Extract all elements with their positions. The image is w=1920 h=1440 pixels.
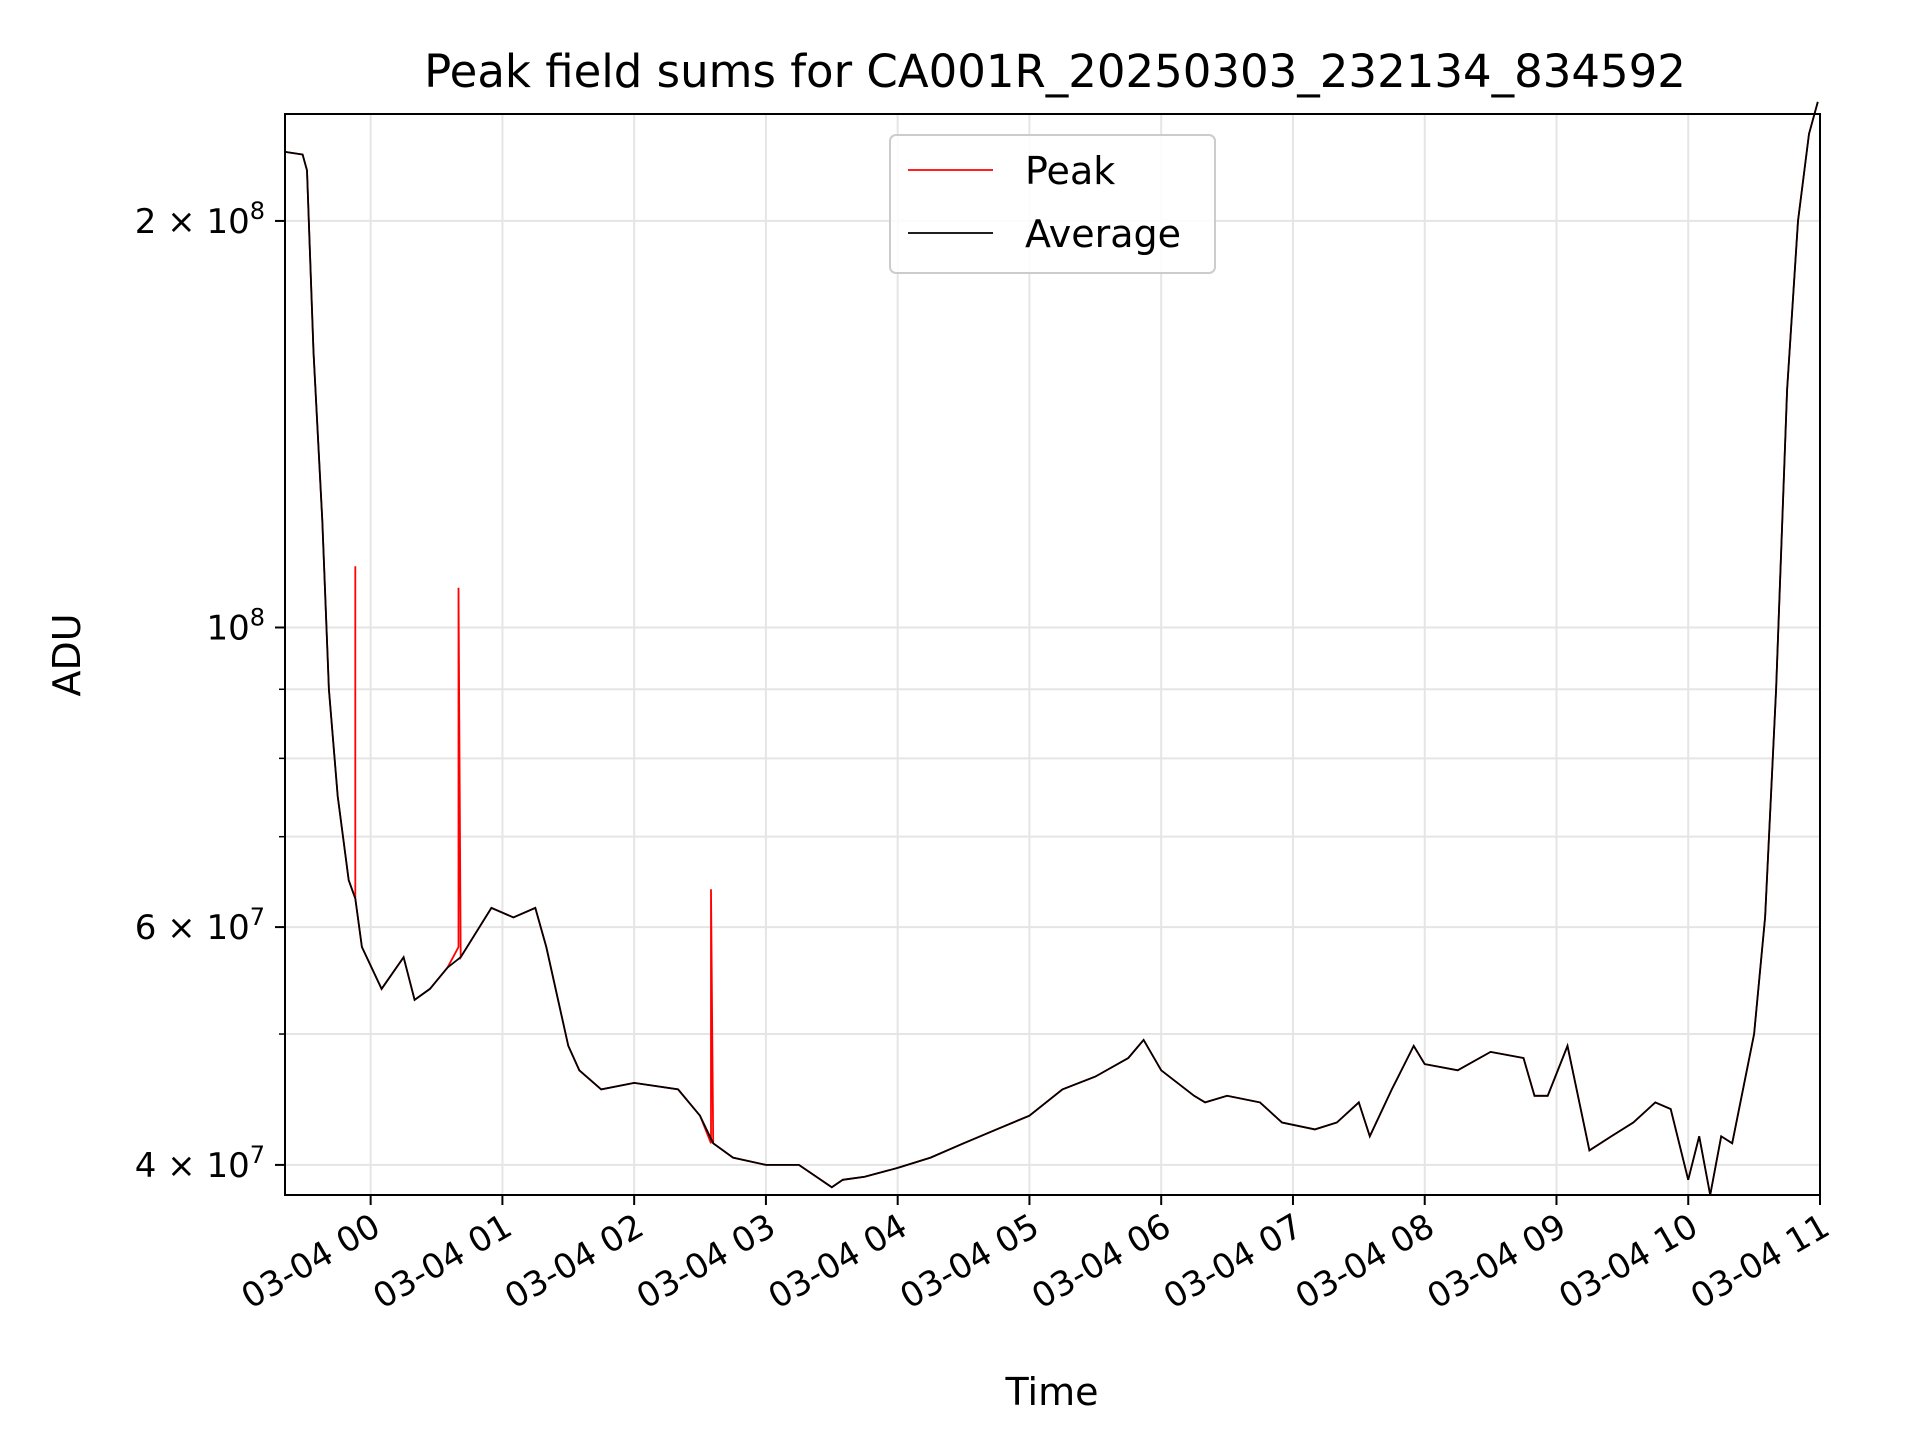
chart-title: Peak field sums for CA001R_20250303_2321… bbox=[424, 45, 1686, 98]
average-series-line bbox=[284, 101, 1819, 1196]
y-axis-label: ADU bbox=[45, 613, 89, 696]
y-tick-label: 4 × 107 bbox=[135, 1141, 265, 1186]
plot-frame bbox=[284, 113, 1821, 1196]
grid bbox=[285, 114, 1821, 1195]
x-axis-label: Time bbox=[1005, 1370, 1099, 1414]
y-tick-label: 108 bbox=[206, 603, 265, 648]
series-group bbox=[284, 101, 1819, 1196]
y-tick-label: 6 × 107 bbox=[135, 903, 265, 948]
y-axis: 4 × 107 6 × 107 108 2 × 108 bbox=[135, 197, 285, 1186]
y-tick-label: 2 × 108 bbox=[135, 197, 265, 242]
legend-average-label: Average bbox=[1025, 212, 1181, 256]
legend: Peak Average bbox=[889, 134, 1216, 274]
legend-peak-label: Peak bbox=[1025, 149, 1115, 193]
